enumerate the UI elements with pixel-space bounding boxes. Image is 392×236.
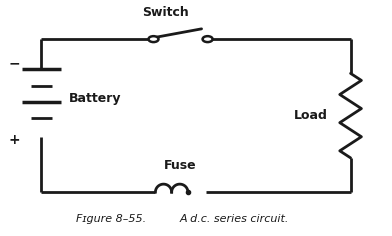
- Text: −: −: [9, 56, 20, 70]
- Text: Load: Load: [294, 109, 327, 122]
- Circle shape: [203, 36, 212, 42]
- Text: A d.c. series circuit.: A d.c. series circuit.: [180, 214, 289, 224]
- Text: Switch: Switch: [142, 6, 189, 19]
- Circle shape: [149, 36, 158, 42]
- Text: Fɪgure 8–55.: Fɪgure 8–55.: [76, 214, 146, 224]
- Text: Fuse: Fuse: [164, 159, 197, 172]
- Text: Battery: Battery: [69, 92, 121, 105]
- Text: +: +: [9, 133, 20, 147]
